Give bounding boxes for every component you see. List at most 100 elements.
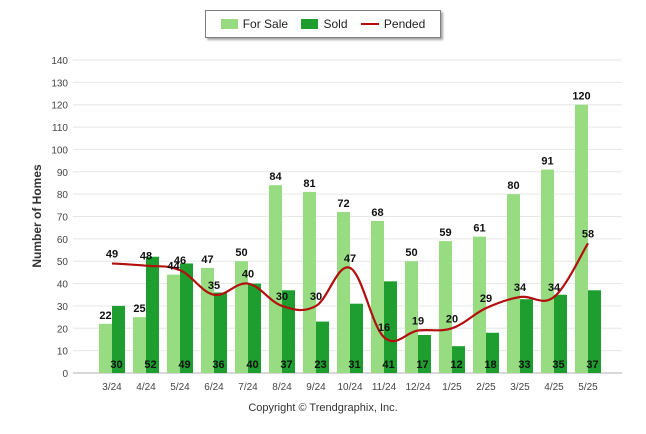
y-tick-label: 140 (51, 56, 68, 67)
y-tick-label: 40 (57, 280, 69, 291)
bar-for-sale (371, 220, 384, 373)
data-label-for-sale: 25 (133, 303, 145, 315)
x-tick-label: 4/25 (544, 382, 564, 393)
bar-sold (316, 321, 329, 373)
data-label-pended: 47 (344, 253, 356, 265)
bar-sold (588, 290, 601, 373)
bar-for-sale (575, 104, 588, 373)
y-axis-title: Number of Homes (30, 164, 44, 268)
data-labels: 22 25 44 47 50 84 81 72 68 50 59 61 80 91 120 49 48 46 35 4… (99, 91, 598, 371)
bar-sold (384, 281, 397, 373)
legend-swatch-for-sale (220, 19, 238, 29)
bar-for-sale (405, 261, 418, 373)
data-label-pended: 19 (412, 316, 424, 328)
y-tick-label: 10 (57, 347, 69, 358)
data-label-sold: 23 (314, 359, 326, 371)
legend-item-pended[interactable]: Pended (360, 17, 426, 31)
data-label-sold: 33 (518, 359, 530, 371)
legend-item-for-sale[interactable]: For Sale (220, 17, 289, 31)
data-label-sold: 18 (484, 359, 496, 371)
data-label-pended: 30 (276, 291, 288, 303)
bar-sold (418, 334, 431, 373)
bar-for-sale (507, 194, 520, 373)
bar-for-sale (167, 274, 180, 373)
series-sold (112, 256, 601, 373)
data-label-for-sale: 68 (371, 207, 383, 219)
data-label-for-sale: 91 (541, 156, 553, 168)
bar-sold (520, 299, 533, 373)
legend-item-sold[interactable]: Sold (301, 17, 348, 31)
bar-sold (146, 256, 159, 373)
x-tick-label: 8/24 (272, 382, 292, 393)
data-label-for-sale: 81 (303, 178, 315, 190)
y-tick-label: 80 (57, 190, 69, 201)
data-label-sold: 30 (110, 359, 122, 371)
x-tick-label: 4/24 (136, 382, 156, 393)
data-label-pended: 49 (106, 248, 118, 260)
bar-for-sale (337, 212, 350, 373)
bar-sold (282, 290, 295, 373)
data-label-pended: 35 (208, 280, 220, 292)
x-tick-label: 11/24 (372, 382, 397, 393)
data-label-sold: 12 (450, 359, 462, 371)
data-label-pended: 58 (582, 228, 594, 240)
data-label-sold: 37 (586, 359, 598, 371)
data-label-sold: 49 (178, 359, 190, 371)
bar-for-sale (269, 185, 282, 373)
copyright-footer: Copyright © Trendgraphix, Inc. (248, 402, 398, 414)
bar-for-sale (473, 236, 486, 373)
x-axis: 3/24 4/24 5/24 6/24 7/24 8/24 9/24 10/24 11/24 12… (102, 382, 598, 393)
data-label-pended: 20 (446, 313, 458, 325)
bar-for-sale (439, 241, 452, 373)
data-label-sold: 35 (552, 359, 564, 371)
x-tick-label: 1/25 (442, 382, 462, 393)
y-axis: 0 10 20 30 40 50 60 70 80 90 100 110 120 130 140 (51, 56, 68, 380)
bar-sold (180, 263, 193, 373)
y-tick-label: 0 (62, 369, 68, 380)
data-label-for-sale: 44 (167, 261, 180, 273)
bar-sold (214, 292, 227, 373)
data-label-for-sale: 50 (405, 247, 417, 259)
data-label-sold: 37 (280, 359, 292, 371)
data-label-for-sale: 47 (201, 254, 213, 266)
series-for-sale (99, 104, 588, 373)
data-label-pended: 30 (310, 291, 322, 303)
x-tick-label: 12/24 (405, 382, 430, 393)
data-label-sold: 41 (382, 359, 394, 371)
y-tick-label: 130 (51, 78, 68, 89)
legend-label-pended: Pended (383, 17, 426, 31)
x-tick-label: 3/24 (102, 382, 122, 393)
legend: For Sale Sold Pended (205, 10, 441, 38)
data-label-sold: 52 (144, 359, 156, 371)
data-label-pended: 16 (378, 322, 390, 334)
y-tick-label: 60 (57, 235, 69, 246)
data-label-pended: 34 (514, 282, 527, 294)
bar-sold (486, 332, 499, 373)
x-tick-label: 5/24 (170, 382, 190, 393)
data-label-for-sale: 61 (473, 223, 485, 235)
x-tick-label: 9/24 (306, 382, 326, 393)
bar-for-sale (303, 191, 316, 373)
legend-label-for-sale: For Sale (242, 17, 289, 31)
data-label-sold: 17 (416, 359, 428, 371)
data-label-for-sale: 72 (337, 198, 349, 210)
data-label-pended: 48 (140, 251, 152, 263)
data-label-pended: 29 (480, 293, 492, 305)
bar-sold (554, 294, 567, 373)
data-label-sold: 36 (212, 359, 224, 371)
data-label-pended: 34 (548, 282, 561, 294)
y-tick-label: 30 (57, 302, 69, 313)
bar-for-sale (235, 261, 248, 373)
data-label-for-sale: 84 (269, 171, 282, 183)
bar-for-sale (541, 169, 554, 373)
data-label-for-sale: 59 (439, 227, 451, 239)
y-tick-label: 20 (57, 324, 69, 335)
y-tick-label: 100 (51, 145, 68, 156)
bar-sold (112, 305, 125, 373)
y-tick-label: 70 (57, 213, 69, 224)
legend-swatch-pended (360, 23, 379, 25)
x-tick-label: 10/24 (337, 382, 362, 393)
data-label-pended: 40 (242, 269, 254, 281)
x-tick-label: 6/24 (204, 382, 224, 393)
